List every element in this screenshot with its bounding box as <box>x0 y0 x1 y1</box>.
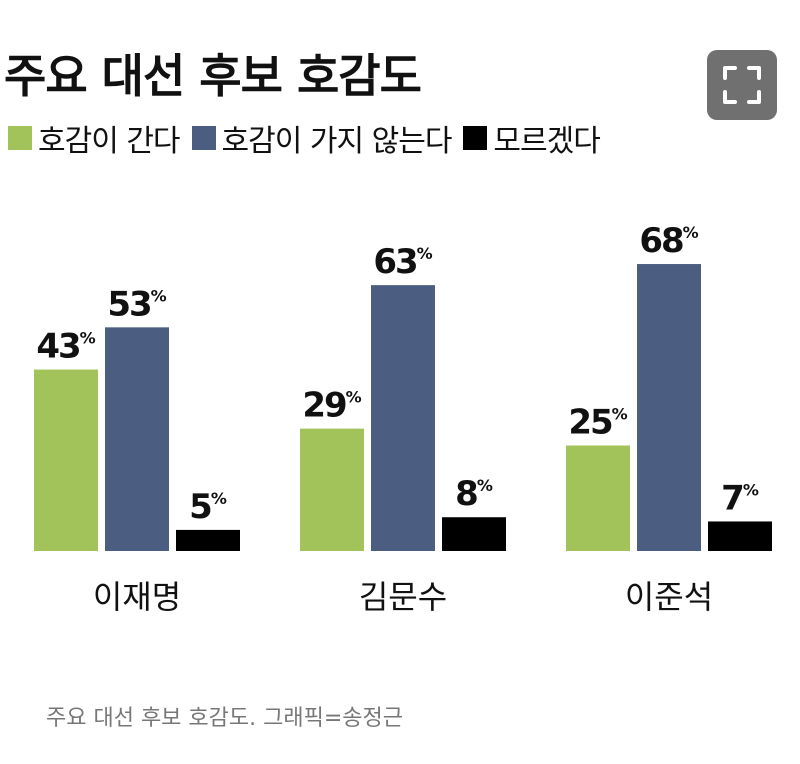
bar-dislike-1 <box>105 327 169 551</box>
expand-icon <box>723 66 761 104</box>
expand-button[interactable] <box>707 50 777 120</box>
legend-swatch-dislike <box>191 126 216 150</box>
caption: 주요 대선 후보 호감도. 그래픽=송정근 <box>46 706 404 731</box>
legend-item-unknown: 모르겠다 <box>463 116 601 160</box>
data-label-dislike-2: 63% <box>373 242 432 282</box>
bar-like-1 <box>34 369 98 551</box>
category-label-2: 김문수 <box>359 578 447 616</box>
legend-label-like: 호감이 간다 <box>38 124 181 159</box>
bar-unknown-1 <box>176 529 240 551</box>
legend-label-unknown: 모르겠다 <box>493 124 600 159</box>
bar-dislike-3 <box>637 264 701 551</box>
category-label-1: 이재명 <box>93 578 181 616</box>
legend: 호감이 간다 호감이 가지 않는다 모르겠다 <box>8 116 612 160</box>
bar-unknown-3 <box>708 521 772 551</box>
category-label-3: 이준석 <box>625 578 713 616</box>
bar-like-2 <box>300 428 364 551</box>
data-label-dislike-3: 68% <box>639 221 698 261</box>
bar-dislike-2 <box>371 285 435 551</box>
bar-unknown-2 <box>442 517 506 551</box>
data-label-unknown-3: 7% <box>721 478 759 518</box>
chart-title: 주요 대선 후보 호감도 <box>4 49 422 103</box>
data-label-like-1: 43% <box>36 327 95 367</box>
data-label-like-2: 29% <box>302 386 361 426</box>
legend-swatch-like <box>8 126 32 150</box>
bar-like-3 <box>566 445 630 551</box>
legend-item-dislike: 호감이 가지 않는다 <box>191 116 453 160</box>
data-label-unknown-2: 8% <box>455 474 493 514</box>
data-label-dislike-1: 53% <box>107 284 166 324</box>
legend-item-like: 호감이 간다 <box>8 116 181 160</box>
data-label-unknown-1: 5% <box>189 487 227 527</box>
legend-label-dislike: 호감이 가지 않는다 <box>221 124 453 159</box>
legend-swatch-unknown <box>463 126 488 150</box>
data-label-like-3: 25% <box>568 403 627 443</box>
bar-chart: 43% 53% 5% 이재명 29% 63% 8% 김문수 25% 68% 7% 이준석 <box>34 221 772 616</box>
